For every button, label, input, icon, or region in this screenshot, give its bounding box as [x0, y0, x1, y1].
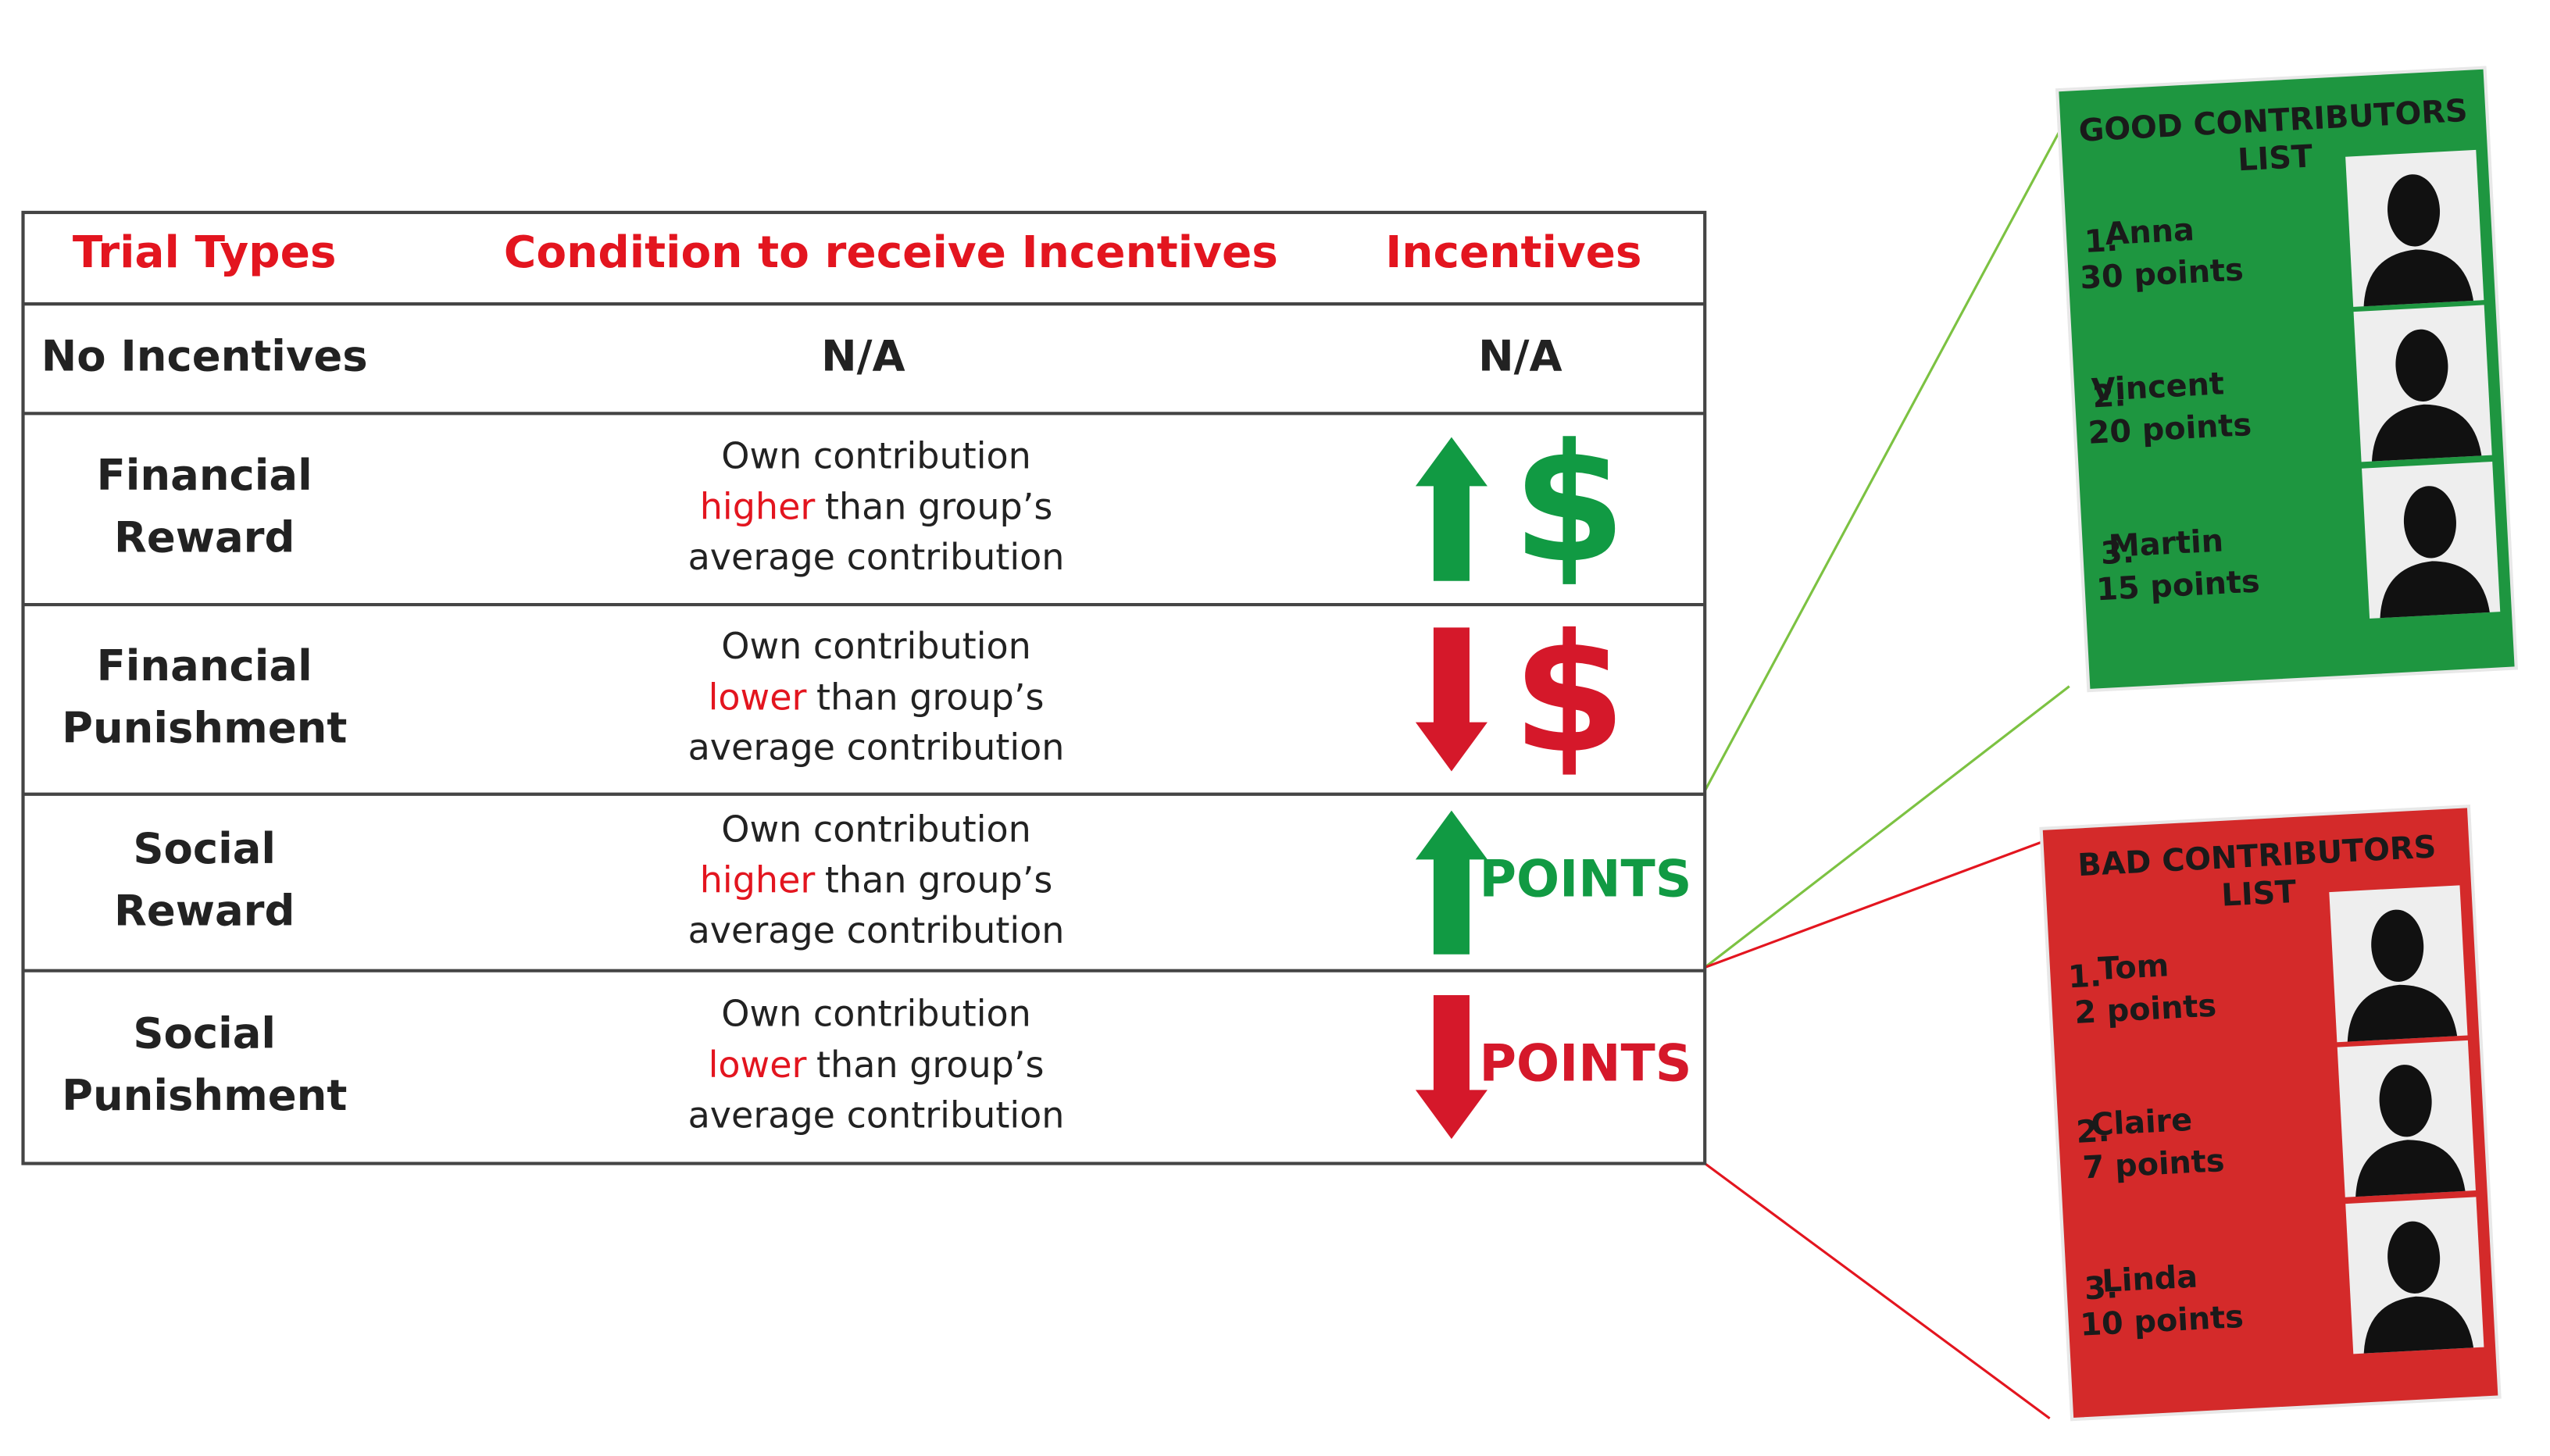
- incentive: N/A: [1478, 331, 1562, 380]
- condition-line: average contribution: [688, 909, 1065, 951]
- condition-line: higher than group’s: [700, 858, 1053, 901]
- trial-type: Punishment: [62, 1071, 347, 1120]
- silhouette-head: [2403, 486, 2456, 558]
- silhouette-head: [2395, 329, 2448, 401]
- trial-type: Financial: [97, 451, 312, 500]
- condition-line: Own contribution: [721, 434, 1031, 476]
- entry-points: 20 points: [2088, 407, 2253, 451]
- header-cell: Trial Types: [73, 227, 337, 278]
- trial-type: Financial: [97, 641, 312, 691]
- entry-points: 2 points: [2073, 988, 2217, 1031]
- table: Trial Types Condition to receive Incentiv…: [21, 210, 1707, 1165]
- silhouette-body: [2363, 249, 2473, 307]
- entry-rank: 2.: [2075, 1113, 2110, 1151]
- list-title: LIST: [2237, 138, 2313, 178]
- header-cell: Condition to receive Incentives: [504, 227, 1278, 278]
- silhouette-body: [2363, 1296, 2474, 1354]
- trial-type: No Incentives: [41, 331, 368, 380]
- entry-rank: 2.: [2091, 377, 2127, 415]
- condition-highlight: lower: [709, 1044, 807, 1086]
- condition-rest: than group’s: [816, 1044, 1044, 1086]
- condition: N/A: [821, 331, 905, 380]
- condition-line: average contribution: [688, 726, 1065, 769]
- entry-rank: 3.: [2100, 534, 2135, 572]
- condition-line: Own contribution: [721, 993, 1031, 1035]
- silhouette-head: [2371, 909, 2424, 982]
- entry-name: Claire: [2090, 1102, 2193, 1144]
- condition-line: lower than group’s: [709, 676, 1045, 718]
- silhouette-body: [2371, 404, 2482, 462]
- arrow-up: [1415, 810, 1488, 955]
- trial-type: Punishment: [62, 703, 347, 752]
- condition-line: Own contribution: [721, 625, 1031, 667]
- condition-rest: than group’s: [825, 858, 1052, 901]
- trial-type: Reward: [114, 513, 295, 562]
- trial-type: Reward: [114, 887, 295, 936]
- silhouette-head: [2379, 1065, 2432, 1137]
- condition-line: lower than group’s: [709, 1044, 1045, 1086]
- entry-name: Martin: [2108, 523, 2224, 565]
- condition-line: average contribution: [688, 1094, 1065, 1136]
- silhouette-body: [2380, 561, 2490, 619]
- header-cell: Incentives: [1385, 227, 1641, 278]
- condition-line: higher than group’s: [700, 485, 1053, 527]
- condition-line: Own contribution: [721, 808, 1031, 850]
- condition-highlight: higher: [700, 858, 816, 901]
- entry-rank: 1.: [2084, 223, 2119, 260]
- condition-rest: than group’s: [816, 676, 1044, 718]
- entry-rank: 3.: [2084, 1269, 2119, 1307]
- entry-points: 10 points: [2079, 1299, 2245, 1344]
- condition-rest: than group’s: [825, 485, 1052, 527]
- entry-name: Tom: [2097, 947, 2170, 987]
- incentive: $: [1512, 600, 1627, 790]
- entry-points: 7 points: [2082, 1143, 2226, 1186]
- arrow-down: [1415, 995, 1488, 1140]
- incentive: $: [1512, 409, 1627, 599]
- trial-type: Social: [133, 1008, 276, 1058]
- condition-highlight: lower: [709, 676, 807, 718]
- entry-rank: 1.: [2067, 958, 2102, 995]
- condition-highlight: higher: [700, 485, 816, 527]
- entry-points: 15 points: [2095, 563, 2261, 608]
- entry-name: Linda: [2101, 1258, 2198, 1299]
- silhouette-body: [2355, 1140, 2466, 1197]
- entry-name: Anna: [2104, 212, 2195, 252]
- incentive: POINTS: [1479, 1035, 1691, 1094]
- arrow-down: [1415, 627, 1488, 772]
- condition-line: average contribution: [688, 536, 1065, 578]
- trial-type: Social: [133, 824, 276, 873]
- silhouette-head: [2388, 1221, 2441, 1294]
- connectors: [1703, 94, 2080, 1420]
- entry-name: Vincent: [2091, 366, 2225, 409]
- arrow-up: [1415, 437, 1488, 581]
- silhouette-body: [2347, 984, 2458, 1042]
- list-title: LIST: [2220, 874, 2297, 914]
- entry-points: 30 points: [2079, 252, 2245, 296]
- incentive: POINTS: [1479, 850, 1691, 908]
- silhouette-head: [2388, 174, 2441, 247]
